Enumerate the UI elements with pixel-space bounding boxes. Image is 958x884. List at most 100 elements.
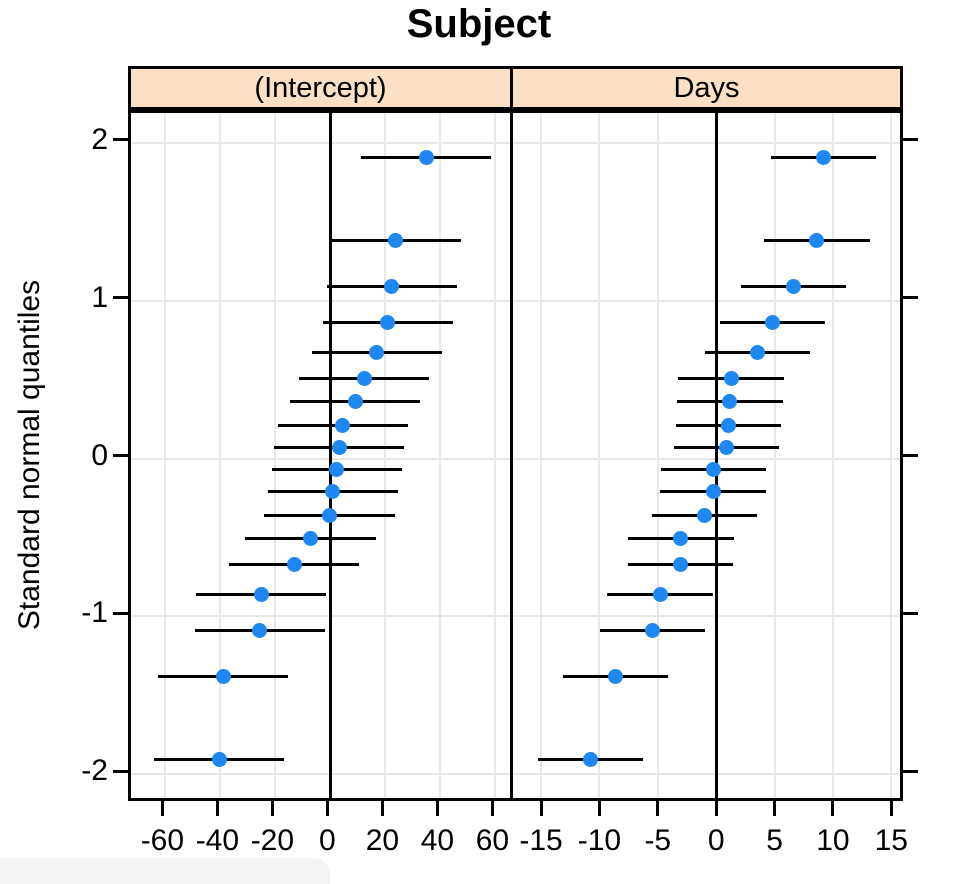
panel-strip-days-label: Days [673, 71, 740, 104]
x-gridline [773, 113, 776, 798]
y-axis-tick-label: 1 [91, 280, 108, 314]
data-point [369, 345, 385, 361]
data-point [750, 345, 765, 361]
data-point [418, 149, 434, 165]
data-point [785, 279, 801, 295]
y-axis-tick-label: 0 [91, 438, 108, 472]
x-axis-tick [889, 801, 893, 816]
data-point [329, 462, 345, 478]
x-axis-tick [160, 801, 164, 816]
y-axis-tick-right [903, 296, 918, 300]
panel-strip-intercept: (Intercept) [128, 66, 513, 110]
x-gridline [540, 113, 543, 798]
panel-intercept [128, 110, 513, 801]
x-gridline [494, 113, 497, 798]
data-point [673, 531, 689, 547]
x-axis-tick-label: -15 [519, 824, 563, 857]
x-axis-tick-label: 60 [475, 824, 510, 857]
data-point [723, 370, 739, 386]
data-point [252, 622, 268, 638]
x-axis-tick [270, 801, 274, 816]
data-point [706, 462, 722, 478]
data-point [211, 752, 227, 768]
panel-strip-intercept-label: (Intercept) [254, 71, 387, 104]
data-point [721, 417, 737, 433]
data-point [286, 556, 302, 572]
x-axis-tick [325, 801, 329, 816]
data-point [722, 394, 738, 410]
y-gridline [131, 615, 510, 618]
x-gridline [656, 113, 659, 798]
y-gridline [513, 773, 900, 776]
data-point [388, 233, 404, 249]
y-gridline [131, 457, 510, 460]
x-gridline [831, 113, 834, 798]
data-point [764, 315, 780, 331]
data-point [672, 556, 688, 572]
data-point [697, 507, 713, 523]
data-point [809, 233, 825, 249]
x-axis-tick [539, 801, 543, 816]
x-axis-tick [435, 801, 439, 816]
x-axis-tick-label: -20 [250, 824, 295, 857]
data-point [347, 394, 363, 410]
data-point [335, 417, 351, 433]
x-gridline [439, 113, 442, 798]
data-point [253, 586, 269, 602]
x-axis-tick-label: 10 [816, 824, 850, 857]
x-axis-tick-label: 15 [874, 824, 908, 857]
x-axis-tick [656, 801, 660, 816]
x-axis-tick-label: 5 [766, 824, 783, 857]
y-gridline [513, 615, 900, 618]
data-point [380, 315, 396, 331]
data-point [325, 484, 341, 500]
data-point [718, 439, 734, 455]
x-axis-tick-label: 0 [319, 824, 336, 857]
data-point [608, 668, 624, 684]
x-axis-tick-label: 0 [707, 824, 725, 857]
zero-reference-line [328, 113, 332, 798]
x-gridline [890, 113, 893, 798]
data-point [652, 586, 668, 602]
y-gridline [131, 299, 510, 302]
x-axis-tick-label: 40 [420, 824, 455, 857]
x-axis-tick-label: -60 [140, 824, 185, 857]
x-axis-tick [773, 801, 777, 816]
x-gridline [274, 113, 277, 798]
y-axis-tick-left [113, 769, 128, 773]
x-axis-tick [831, 801, 835, 816]
y-axis-tick-label: 2 [91, 122, 108, 156]
y-gridline [131, 141, 510, 144]
y-axis-tick-left [113, 454, 128, 457]
data-point [816, 149, 832, 165]
x-axis-tick [597, 801, 601, 816]
x-axis-tick-label: -40 [195, 824, 240, 857]
background-artifact [0, 858, 330, 884]
y-gridline [131, 773, 510, 776]
y-axis-tick-label: -2 [81, 754, 108, 788]
data-point [302, 531, 318, 547]
y-axis-tick-left [113, 611, 128, 615]
y-axis-tick-label: -1 [81, 596, 108, 630]
x-gridline [384, 113, 387, 798]
y-gridline [513, 299, 900, 302]
panel-strip-days: Days [513, 66, 903, 110]
y-gridline [513, 141, 900, 144]
y-gridline [513, 457, 900, 460]
data-point [331, 439, 347, 455]
data-point [321, 507, 337, 523]
x-axis-tick-label: -5 [644, 824, 672, 857]
plot-title: Subject [406, 2, 552, 46]
data-point [645, 622, 661, 638]
y-axis-tick-right [903, 611, 918, 615]
data-point [384, 279, 400, 295]
y-axis-tick-left [113, 138, 128, 142]
data-point [583, 752, 599, 768]
y-axis-tick-right [903, 454, 918, 457]
x-axis-tick [490, 801, 494, 816]
x-gridline [164, 113, 167, 798]
x-gridline [598, 113, 601, 798]
x-axis-tick-label: 20 [365, 824, 400, 857]
data-point [356, 370, 372, 386]
